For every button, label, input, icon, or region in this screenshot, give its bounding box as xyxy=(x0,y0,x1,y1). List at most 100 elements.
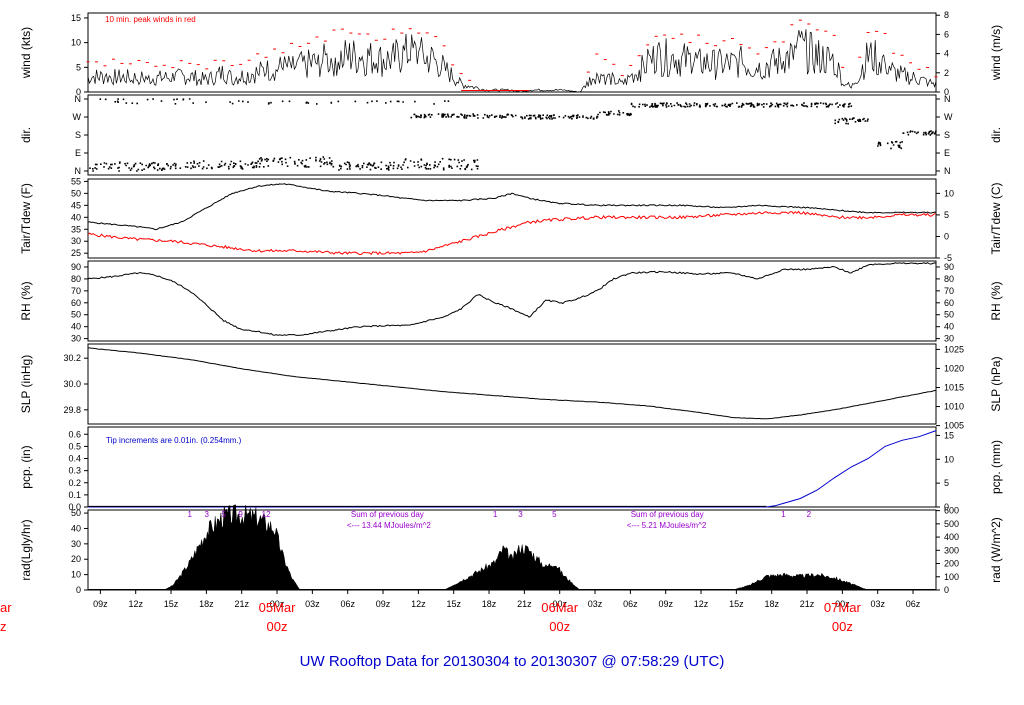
x-tick-label: 09z xyxy=(658,599,673,609)
y-tick-label: 0 xyxy=(76,87,81,97)
radiation-marker: 1 xyxy=(493,510,498,519)
y-axis-title-left: RH (%) xyxy=(19,281,33,320)
y-tick-label: N xyxy=(944,166,951,176)
x-day-hour: 00z xyxy=(832,619,853,634)
x-tick-label: 12z xyxy=(694,599,709,609)
wind-annotation: 10 min. peak winds in red xyxy=(105,15,196,24)
x-tick-label: 06z xyxy=(340,599,355,609)
y-tick-label: 0 xyxy=(944,87,949,97)
direction-points xyxy=(89,98,937,172)
y-tick-label: 5 xyxy=(944,210,949,220)
x-day-label: 07Mar xyxy=(824,600,862,615)
x-tick-label: 12z xyxy=(128,599,143,609)
y-tick-label: 50 xyxy=(944,310,954,320)
y-tick-label: 80 xyxy=(71,274,81,284)
y-tick-label: 0 xyxy=(944,585,949,595)
y-tick-label: 1005 xyxy=(944,421,964,431)
y-tick-label: 70 xyxy=(944,286,954,296)
y-tick-label: 1015 xyxy=(944,382,964,392)
x-tick-label: 18z xyxy=(482,599,497,609)
y-tick-label: 30 xyxy=(71,539,81,549)
y-tick-label: N xyxy=(75,166,82,176)
x-day-label: 05Mar xyxy=(259,600,297,615)
tair-line xyxy=(87,183,937,231)
y-tick-label: 10 xyxy=(71,570,81,580)
x-tick-label: 12z xyxy=(411,599,426,609)
y-axis-title-left: rad(Lgly/hr) xyxy=(19,519,33,580)
y-tick-label: S xyxy=(75,130,81,140)
y-axis-title-right: SLP (hPa) xyxy=(989,356,1003,411)
y-tick-label: 30.2 xyxy=(63,353,81,363)
y-tick-label: 5 xyxy=(944,478,949,488)
x-tick-label: 06z xyxy=(906,599,921,609)
y-tick-label: N xyxy=(75,94,82,104)
pcp-line xyxy=(88,430,937,508)
slp-line xyxy=(88,347,937,420)
panel-frame xyxy=(87,12,937,93)
y-tick-label: 0.4 xyxy=(68,454,81,464)
x-tick-label: 21z xyxy=(234,599,249,609)
radiation-marker: 5 xyxy=(552,510,557,519)
radiation-marker: 3 xyxy=(518,510,523,519)
y-tick-label: 1010 xyxy=(944,402,964,412)
y-tick-label: 2 xyxy=(944,68,949,78)
y-axis-title-left: pcp. (in) xyxy=(19,445,33,488)
x-tick-label: 15z xyxy=(164,599,179,609)
y-tick-label: 6 xyxy=(944,29,949,39)
y-axis-title-right: RH (%) xyxy=(989,281,1003,320)
tdew-line xyxy=(87,210,937,256)
y-tick-label: 8 xyxy=(944,10,949,20)
y-tick-label: 20 xyxy=(71,554,81,564)
x-tick-label: 00z xyxy=(835,599,850,609)
y-axis-title-left: SLP (inHg) xyxy=(19,355,33,413)
y-tick-label: 80 xyxy=(944,274,954,284)
x-tick-label: 03z xyxy=(588,599,603,609)
radiation-marker: 3 xyxy=(204,510,209,519)
y-axis-title-left: Tair/Tdew (F) xyxy=(19,183,33,254)
panel-frame xyxy=(87,178,937,259)
x-tick-label: 03z xyxy=(870,599,885,609)
y-tick-label: 45 xyxy=(71,200,81,210)
radiation-sum-annotation: Sum of previous day xyxy=(631,510,704,519)
y-axis-title-right: dir. xyxy=(989,127,1003,143)
y-tick-label: 40 xyxy=(71,322,81,332)
y-tick-label: 400 xyxy=(944,532,959,542)
radiation-area xyxy=(164,504,301,591)
y-tick-label: 40 xyxy=(71,523,81,533)
y-tick-label: 60 xyxy=(71,298,81,308)
y-tick-label: 1020 xyxy=(944,363,964,373)
y-tick-label: 0.5 xyxy=(68,441,81,451)
y-tick-label: 35 xyxy=(71,224,81,234)
y-tick-label: 15 xyxy=(944,430,954,440)
radiation-marker: 5 xyxy=(221,510,226,519)
x-tick-label: 15z xyxy=(729,599,744,609)
y-tick-label: -5 xyxy=(944,253,952,263)
y-tick-label: 30 xyxy=(71,236,81,246)
y-tick-label: 600 xyxy=(944,506,959,516)
y-tick-label: 30 xyxy=(71,334,81,344)
y-tick-label: 40 xyxy=(944,322,954,332)
radiation-area xyxy=(443,544,581,591)
y-tick-label: E xyxy=(944,148,950,158)
y-tick-label: 30.0 xyxy=(63,379,81,389)
y-tick-label: E xyxy=(75,148,81,158)
radiation-sum-annotation: <--- 13.44 MJoules/m^2 xyxy=(347,521,432,530)
y-tick-label: 0.0 xyxy=(68,502,81,512)
y-tick-label: N xyxy=(944,94,951,104)
radiation-marker: 12 xyxy=(262,510,271,519)
x-tick-label: 18z xyxy=(199,599,214,609)
x-tick-label: 03z xyxy=(305,599,320,609)
y-tick-label: 70 xyxy=(71,286,81,296)
radiation-area xyxy=(732,572,869,591)
x-tick-label: 21z xyxy=(800,599,815,609)
y-tick-label: 0.2 xyxy=(68,478,81,488)
y-tick-label: 0.3 xyxy=(68,466,81,476)
y-axis-title-right: Tair/Tdew (C) xyxy=(989,182,1003,254)
radiation-marker: 1 xyxy=(188,510,193,519)
radiation-marker: 2 xyxy=(807,510,812,519)
y-tick-label: 1025 xyxy=(944,344,964,354)
x-day-hour-cut: z xyxy=(0,619,7,634)
y-tick-label: 4 xyxy=(944,49,949,59)
y-tick-label: 300 xyxy=(944,545,959,555)
